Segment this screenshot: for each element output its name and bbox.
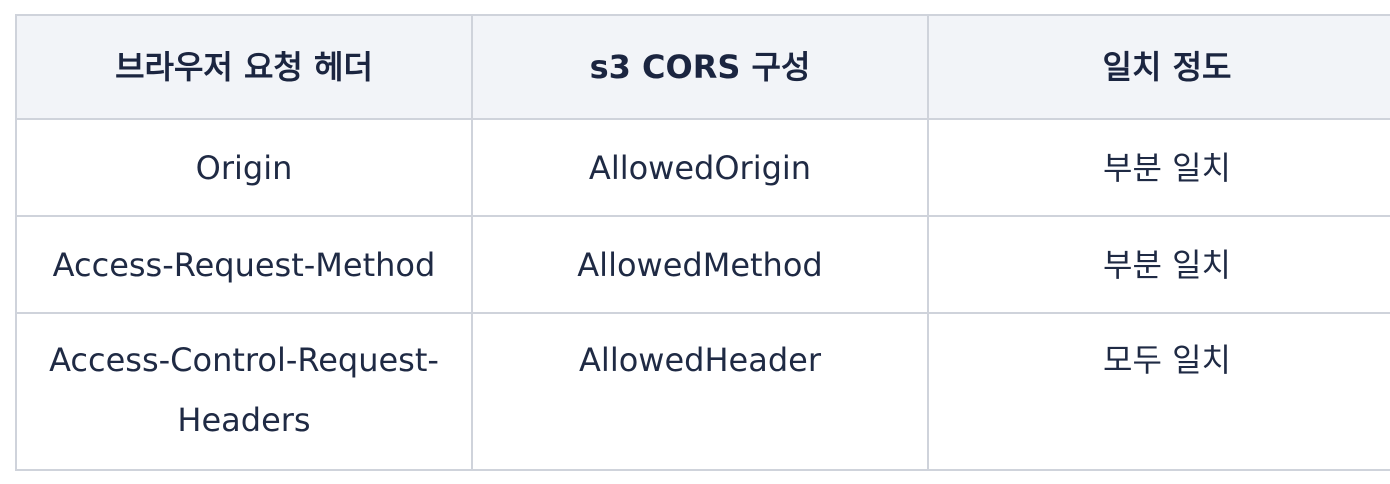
cell-match-degree: 모두 일치: [927, 312, 1390, 471]
cell-s3-config: AllowedHeader: [471, 312, 929, 471]
cors-mapping-table: 브라우저 요청 헤더 s3 CORS 구성 일치 정도 Origin Allow…: [15, 14, 1390, 471]
table-row: Access-Control-Request-Headers AllowedHe…: [15, 312, 1390, 471]
cell-browser-header: Origin: [15, 118, 473, 217]
table-body: Origin AllowedOrigin 부분 일치 Access-Reques…: [15, 118, 1390, 471]
table-header: 브라우저 요청 헤더 s3 CORS 구성 일치 정도: [15, 14, 1390, 120]
cell-browser-header: Access-Control-Request-Headers: [15, 312, 473, 471]
cell-browser-header: Access-Request-Method: [15, 215, 473, 314]
cell-s3-config: AllowedOrigin: [471, 118, 929, 217]
header-row: 브라우저 요청 헤더 s3 CORS 구성 일치 정도: [15, 14, 1390, 120]
cell-match-degree: 부분 일치: [927, 215, 1390, 314]
header-match-degree: 일치 정도: [927, 14, 1390, 120]
table-row: Access-Request-Method AllowedMethod 부분 일…: [15, 215, 1390, 314]
header-s3-cors-config: s3 CORS 구성: [471, 14, 929, 120]
header-browser-request-header: 브라우저 요청 헤더: [15, 14, 473, 120]
table-row: Origin AllowedOrigin 부분 일치: [15, 118, 1390, 217]
cors-mapping-table-container: 브라우저 요청 헤더 s3 CORS 구성 일치 정도 Origin Allow…: [15, 14, 1390, 472]
cell-match-degree: 부분 일치: [927, 118, 1390, 217]
cell-s3-config: AllowedMethod: [471, 215, 929, 314]
